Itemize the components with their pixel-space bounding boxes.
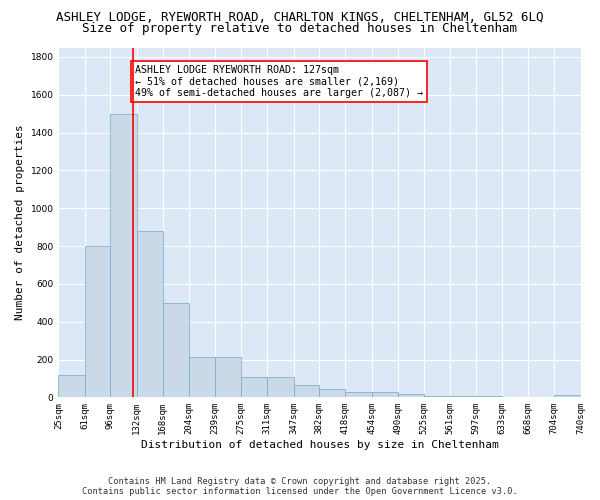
Bar <box>554 396 581 398</box>
Bar <box>241 376 267 398</box>
Bar <box>137 231 163 398</box>
Bar <box>110 114 137 398</box>
Text: ASHLEY LODGE, RYEWORTH ROAD, CHARLTON KINGS, CHELTENHAM, GL52 6LQ: ASHLEY LODGE, RYEWORTH ROAD, CHARLTON KI… <box>56 11 544 24</box>
Bar <box>371 392 398 398</box>
Text: Contains HM Land Registry data © Crown copyright and database right 2025.
Contai: Contains HM Land Registry data © Crown c… <box>82 476 518 496</box>
Bar <box>215 356 241 398</box>
Text: ASHLEY LODGE RYEWORTH ROAD: 127sqm
← 51% of detached houses are smaller (2,169)
: ASHLEY LODGE RYEWORTH ROAD: 127sqm ← 51%… <box>135 64 423 98</box>
Bar <box>189 356 215 398</box>
Bar <box>319 389 346 398</box>
Bar <box>58 374 85 398</box>
Bar <box>476 396 502 398</box>
Bar <box>163 303 189 398</box>
Bar <box>398 394 424 398</box>
X-axis label: Distribution of detached houses by size in Cheltenham: Distribution of detached houses by size … <box>140 440 499 450</box>
Bar <box>424 396 450 398</box>
Bar <box>267 376 293 398</box>
Bar <box>85 246 110 398</box>
Bar <box>450 396 476 398</box>
Bar <box>346 392 371 398</box>
Bar <box>293 385 319 398</box>
Y-axis label: Number of detached properties: Number of detached properties <box>15 124 25 320</box>
Text: Size of property relative to detached houses in Cheltenham: Size of property relative to detached ho… <box>83 22 517 35</box>
